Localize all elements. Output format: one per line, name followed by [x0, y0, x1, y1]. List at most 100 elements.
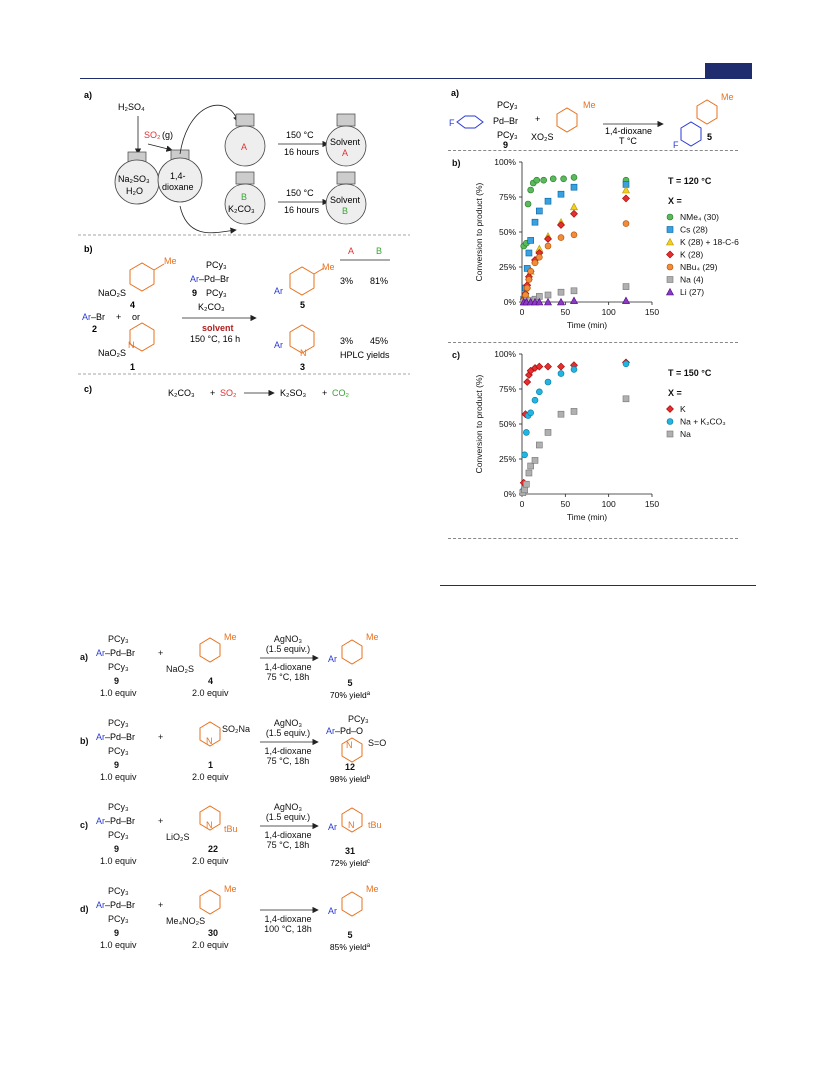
pcy3-bottom: PCy₃	[108, 914, 129, 924]
k2co3-label: K₂CO₃	[228, 204, 255, 214]
reagent-equiv: (1.5 equiv.)	[266, 728, 310, 738]
reagent-num: 1	[208, 760, 213, 770]
y-axis-label: Conversion to product (%)	[474, 374, 484, 473]
legend-marker	[666, 405, 674, 413]
flask-solvent-a	[325, 113, 367, 167]
reagent-num: 22	[208, 844, 218, 854]
chart-title: T = 120 °C	[668, 176, 712, 186]
ring-5-me: Me	[322, 262, 335, 272]
data-point	[531, 218, 539, 226]
data-point	[557, 190, 565, 198]
num-1: 1	[130, 362, 135, 372]
num-9-b: 9	[192, 288, 197, 298]
product-ring	[341, 737, 363, 763]
pyridine-n: N	[206, 736, 213, 746]
data-point	[622, 283, 630, 290]
pd-complex: Ar–Pd–Br	[96, 816, 135, 826]
data-point	[525, 249, 533, 257]
right-a-sulfinate-ring	[556, 107, 578, 133]
reagent: AgNO₃	[274, 802, 303, 812]
solvent-b: solvent	[202, 323, 234, 333]
ring-3-n: N	[300, 348, 307, 358]
data-point	[569, 296, 579, 304]
page-tab	[705, 63, 752, 78]
num-9: 9	[114, 844, 119, 854]
y-tick-label: 50%	[499, 419, 516, 429]
equiv-2: 2.0 equiv	[192, 940, 229, 950]
conditions: 75 °C, 18h	[267, 756, 310, 766]
flask-b-label: B	[241, 192, 247, 202]
col-a-header: A	[348, 246, 354, 256]
cond-a-temp: 150 °C	[286, 130, 314, 140]
row-label: c)	[80, 820, 88, 830]
y-tick-label: 75%	[499, 384, 516, 394]
plus-b: +	[116, 312, 121, 322]
product-ring	[341, 891, 363, 917]
panel-c-label: c)	[84, 384, 92, 394]
sulfinate-ring	[199, 637, 221, 663]
sulfinate-group: LiO₂S	[166, 832, 190, 842]
data-point	[622, 194, 630, 203]
ring-4-me: Me	[164, 256, 177, 266]
methyl: Me	[224, 884, 237, 894]
data-point	[560, 175, 567, 183]
ring-5-me-bond	[313, 267, 325, 275]
chart-150: c) 0% 25% 50% 75% 100% 0 50 100 150 Time (min) Conv…	[452, 349, 726, 522]
data-point	[544, 197, 552, 205]
ring-5	[289, 266, 315, 296]
data-point	[557, 221, 565, 229]
product-num: 5	[347, 930, 352, 940]
data-point	[527, 267, 534, 275]
row-label: d)	[80, 904, 89, 914]
pcy3-top: PCy₃	[108, 634, 129, 644]
ar-3: Ar	[274, 340, 283, 350]
flask-a-label: A	[241, 142, 247, 152]
product-so: S=O	[368, 738, 386, 748]
data-point	[535, 297, 544, 306]
panel-a-label: a)	[84, 90, 92, 100]
yield-3-b: 45%	[370, 336, 388, 346]
cond-b-temp: 150 °C	[286, 188, 314, 198]
product-num: 5	[347, 678, 352, 688]
cond-b-time: 16 hours	[284, 205, 320, 215]
x-tick-label: 100	[602, 307, 616, 317]
panel-b-label: b)	[84, 244, 93, 254]
arbr-num: 2	[92, 324, 97, 334]
data-point	[570, 174, 578, 181]
pcy3-bottom: PCy₃	[108, 830, 129, 840]
right-a-solvent: 1,4-dioxane	[605, 126, 652, 136]
scheme-row: c) PCy₃ Ar–Pd–Br PCy₃ 9 1.0 equiv +LiO₂S N tBu 22…	[80, 802, 382, 868]
data-point	[540, 176, 547, 184]
reagent: AgNO₃	[274, 634, 303, 644]
equiv-1: 1.0 equiv	[100, 688, 137, 698]
methyl: Me	[224, 632, 237, 642]
scheme-left: a) H₂SO₄ SO₂ (g) Na₂SO₃ H₂O 1,4- dioxane…	[78, 90, 410, 398]
flask-dioxane	[157, 149, 203, 203]
section-rule	[440, 585, 756, 586]
col-b-header: B	[376, 246, 382, 256]
sulfinate-ring	[199, 721, 221, 747]
ring-1-n: N	[128, 340, 135, 350]
y-tick-label: 100%	[494, 157, 516, 167]
x-tick-label: 150	[645, 307, 659, 317]
product-yield: 85% yielda	[330, 942, 371, 952]
data-point	[543, 297, 553, 306]
conditions: 75 °C, 18h	[267, 672, 310, 682]
data-point	[523, 429, 530, 436]
so2-label: SO₂	[144, 130, 161, 140]
data-point	[522, 291, 529, 299]
sulfinate-ring	[199, 805, 221, 831]
yield-3-a: 3%	[340, 336, 353, 346]
legend-entry: NMe₄ (30)	[680, 212, 719, 222]
pcy3-bottom: PCy₃	[108, 746, 129, 756]
chart-axes	[521, 162, 652, 303]
plus: +	[158, 816, 163, 826]
data-point	[521, 451, 528, 459]
legend-title: X =	[668, 388, 682, 398]
data-point	[527, 462, 534, 470]
data-point	[570, 408, 578, 415]
plus: +	[158, 900, 163, 910]
dioxane-label-1: 1,4-	[170, 171, 186, 181]
legend-entry: Li (27)	[680, 287, 704, 297]
data-point	[536, 207, 543, 215]
